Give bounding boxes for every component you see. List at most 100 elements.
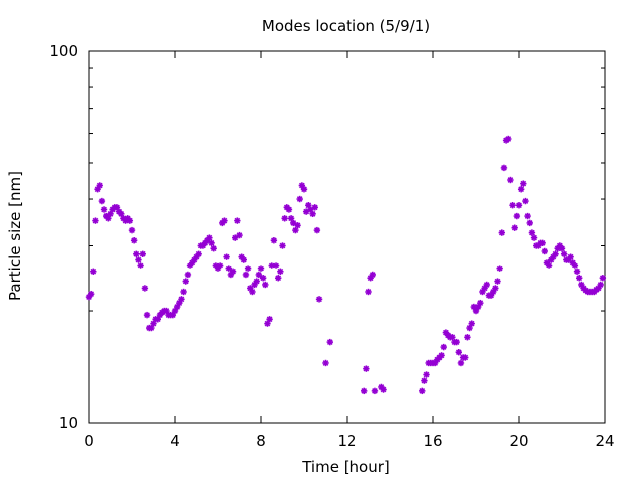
- data-point: [262, 281, 269, 289]
- data-point: [576, 275, 583, 282]
- data-point: [483, 281, 490, 289]
- data-point: [517, 186, 525, 193]
- plot-border: [88, 50, 606, 424]
- data-point: [272, 262, 280, 269]
- data-point: [141, 285, 149, 292]
- data-point: [130, 237, 138, 244]
- data-point: [313, 226, 321, 234]
- data-point: [567, 253, 574, 260]
- data-point: [189, 259, 196, 266]
- data-point: [545, 262, 553, 269]
- data-point: [296, 195, 303, 203]
- data-point: [496, 265, 503, 272]
- data-point: [221, 217, 228, 224]
- data-points: [85, 135, 607, 395]
- data-point: [470, 303, 478, 311]
- data-point: [244, 265, 252, 272]
- data-point: [326, 338, 333, 346]
- data-point: [294, 222, 301, 229]
- data-point: [184, 271, 192, 279]
- data-point: [468, 320, 475, 327]
- data-point: [128, 226, 136, 234]
- data-point: [242, 271, 250, 279]
- data-point: [309, 210, 316, 218]
- data-point: [87, 290, 95, 298]
- data-point: [361, 387, 368, 395]
- data-point: [380, 386, 387, 393]
- chart-title: Modes location (5/9/1): [262, 17, 430, 35]
- data-point: [315, 296, 323, 303]
- data-point: [423, 371, 430, 378]
- data-point: [560, 250, 568, 257]
- data-point: [285, 206, 293, 213]
- x-tick-label: 12: [337, 432, 356, 450]
- data-point: [281, 215, 288, 222]
- data-point: [505, 135, 512, 143]
- data-point: [270, 237, 278, 244]
- data-point: [363, 365, 370, 372]
- data-point: [492, 285, 499, 292]
- data-point: [522, 197, 529, 205]
- data-point: [208, 239, 215, 247]
- data-point: [92, 217, 99, 224]
- data-point: [530, 234, 538, 241]
- data-point: [259, 275, 267, 282]
- y-tick-label: 10: [59, 414, 78, 432]
- data-point: [440, 343, 447, 351]
- data-point: [541, 247, 548, 255]
- y-axis-ticks: 10 100: [49, 42, 605, 432]
- data-point: [229, 268, 237, 275]
- data-point: [513, 212, 521, 220]
- x-tick-label: 4: [170, 432, 180, 450]
- data-point: [253, 278, 260, 285]
- data-point: [515, 202, 523, 209]
- data-point: [311, 204, 318, 211]
- data-point: [494, 278, 501, 285]
- data-point: [240, 256, 247, 263]
- data-point: [182, 278, 189, 285]
- x-tick-label: 16: [423, 432, 442, 450]
- data-point: [524, 212, 531, 220]
- data-point: [322, 359, 329, 367]
- data-point: [462, 354, 469, 361]
- data-point: [232, 234, 239, 241]
- y-tick-label: 100: [49, 42, 78, 60]
- data-point: [511, 224, 518, 231]
- data-point: [143, 311, 151, 319]
- data-point: [558, 245, 566, 252]
- data-point: [539, 239, 546, 247]
- x-tick-label: 24: [595, 432, 614, 450]
- data-point: [438, 352, 445, 359]
- data-point: [210, 245, 217, 252]
- data-point: [571, 262, 579, 269]
- data-point: [126, 217, 134, 224]
- data-point: [100, 206, 108, 213]
- data-point: [457, 359, 465, 367]
- data-point: [455, 348, 462, 356]
- data-point: [133, 250, 140, 257]
- x-tick-label: 8: [256, 432, 266, 450]
- data-point: [277, 268, 284, 275]
- x-tick-label: 20: [509, 432, 528, 450]
- data-point: [500, 164, 508, 172]
- data-point: [137, 262, 144, 269]
- y-axis-label: Particle size [nm]: [6, 171, 24, 301]
- data-point: [249, 288, 256, 296]
- data-point: [216, 262, 224, 269]
- data-point: [528, 229, 536, 236]
- data-point: [371, 387, 379, 395]
- data-point: [236, 231, 243, 239]
- data-point: [292, 226, 299, 234]
- plot-frame: [88, 50, 606, 424]
- data-point: [599, 275, 607, 282]
- data-point: [365, 288, 372, 296]
- data-point: [96, 182, 103, 189]
- data-point: [178, 296, 185, 303]
- data-point: [135, 256, 142, 263]
- data-point: [98, 197, 106, 205]
- data-point: [369, 271, 376, 279]
- data-point: [552, 250, 559, 257]
- data-point: [225, 265, 232, 272]
- data-point: [275, 275, 282, 282]
